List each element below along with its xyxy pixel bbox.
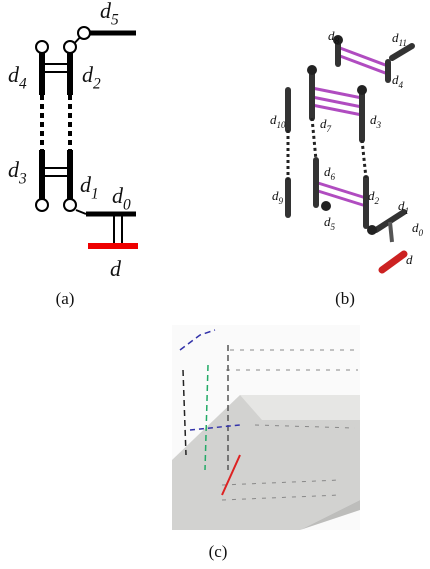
node-label: d3	[370, 112, 382, 130]
caption: (c)	[209, 542, 228, 561]
label-base: d	[406, 252, 413, 267]
caption: (b)	[335, 289, 355, 308]
label-subscript: 1	[91, 186, 99, 203]
node-label: d2	[368, 188, 380, 206]
label-subscript: 4	[19, 76, 27, 93]
label-subscript: 2	[375, 196, 380, 206]
label-subscript: 5	[331, 222, 336, 232]
node-label: d2	[82, 62, 101, 93]
node-label: d1	[80, 172, 99, 203]
node-label: d0	[412, 220, 424, 238]
node-label: d10	[270, 112, 286, 130]
label-subscript: 7	[327, 124, 332, 134]
node-label: d8	[328, 28, 340, 46]
panel-b	[288, 35, 412, 270]
node-label: d9	[272, 188, 284, 206]
caption: (a)	[56, 289, 75, 308]
node-label: d6	[324, 164, 336, 182]
label-subscript: 9	[279, 196, 284, 206]
node-label: d3	[8, 157, 27, 188]
panel-c	[172, 325, 360, 530]
node-label: d4	[392, 72, 404, 90]
node-label: d5	[324, 214, 336, 232]
node-label: d5	[100, 0, 119, 29]
label-subscript: 10	[277, 120, 287, 130]
label-subscript: 6	[331, 172, 336, 182]
figure: d5d4d2d3d1d0dd8d11d4d10d7d3d6d9d2d1d5d0d…	[0, 0, 430, 569]
label-subscript: 4	[399, 80, 404, 90]
node-label: d11	[392, 30, 407, 48]
label-subscript: 2	[93, 76, 101, 93]
label-subscript: 0	[123, 197, 131, 214]
label-subscript: 0	[419, 228, 424, 238]
node-label: d0	[112, 183, 131, 214]
label-subscript: 1	[405, 206, 410, 216]
label-base: d	[110, 256, 122, 281]
node-label: d	[406, 252, 413, 267]
label-subscript: 8	[335, 36, 340, 46]
label-subscript: 11	[399, 38, 407, 48]
node-label: d4	[8, 62, 27, 93]
node-label: d	[110, 256, 122, 281]
label-subscript: 5	[111, 12, 119, 29]
node-label: d7	[320, 116, 332, 134]
label-subscript: 3	[376, 120, 382, 130]
label-subscript: 3	[18, 171, 27, 188]
